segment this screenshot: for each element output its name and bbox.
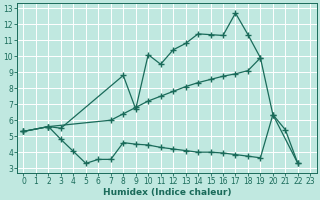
- X-axis label: Humidex (Indice chaleur): Humidex (Indice chaleur): [103, 188, 231, 197]
